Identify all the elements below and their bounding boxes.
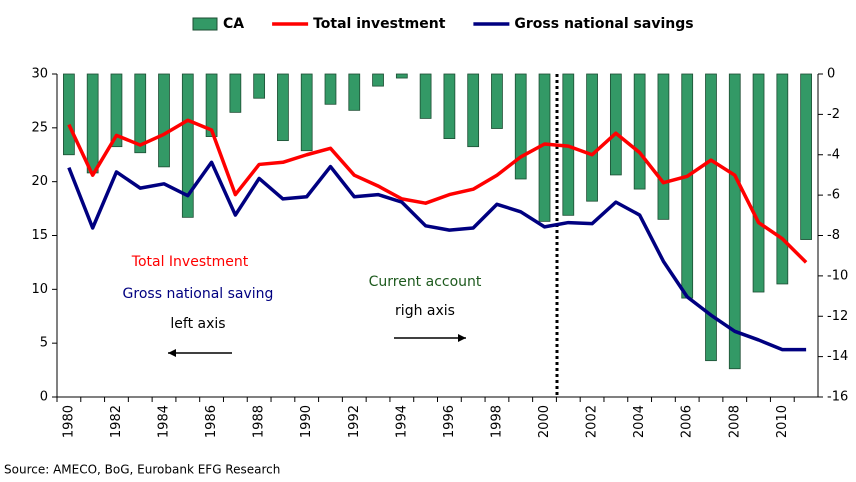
y-tick-label: 30 — [31, 67, 48, 82]
legend-label: Total investment — [313, 16, 446, 32]
y-tick-label: 0 — [40, 390, 48, 405]
x-tick-label: 1992 — [347, 405, 362, 438]
bar — [324, 73, 337, 105]
y2-tick-label: -14 — [827, 349, 848, 364]
bar — [514, 73, 527, 180]
x-tick-label: 1996 — [442, 405, 457, 438]
bar — [277, 73, 289, 142]
x-tick-label: 1990 — [299, 405, 314, 438]
y2-tick-label: -16 — [827, 390, 848, 405]
bar — [491, 73, 503, 129]
bar — [86, 73, 99, 174]
legend: CA Total investment Gross national savings — [192, 16, 694, 32]
bar — [348, 73, 361, 111]
bar — [181, 73, 194, 218]
y-tick-label: 15 — [31, 228, 48, 243]
bar — [158, 73, 170, 168]
bar — [63, 73, 75, 156]
arrow-head — [168, 349, 176, 357]
bar — [372, 73, 384, 87]
x-tick-label: 2004 — [632, 405, 647, 438]
bar — [110, 73, 123, 148]
line — [67, 118, 808, 264]
bar — [657, 73, 670, 220]
bar — [205, 73, 218, 137]
x-tick-label: 1988 — [252, 405, 267, 438]
bar — [586, 73, 598, 202]
y2-tick-label: -4 — [827, 147, 840, 162]
annotation: Current account — [369, 274, 482, 290]
annotation: left axis — [170, 316, 225, 332]
legend-label: Gross national savings — [514, 16, 693, 32]
legend-label: CA — [223, 16, 244, 32]
x-tick-label: 1994 — [394, 405, 409, 438]
y2-tick-label: -6 — [827, 188, 840, 203]
y2-tick-label: 0 — [827, 67, 835, 82]
bar — [776, 73, 789, 285]
x-tick-label: 2006 — [680, 405, 695, 438]
bar — [395, 73, 408, 79]
x-tick-label: 1986 — [204, 405, 219, 438]
bar — [609, 73, 622, 176]
bar — [419, 73, 432, 119]
y-tick-label: 20 — [31, 174, 48, 189]
x-tick-label: 2008 — [727, 405, 742, 438]
y2-tick-label: -2 — [827, 107, 840, 122]
y-tick-label: 5 — [40, 336, 48, 351]
bar — [633, 73, 646, 190]
bar — [300, 73, 313, 152]
arrow-head — [458, 334, 466, 342]
x-tick-label: 2002 — [585, 405, 600, 438]
annotation: Gross national saving — [123, 286, 274, 302]
y-tick-label: 10 — [31, 282, 48, 297]
y2-tick-label: -8 — [827, 228, 840, 243]
x-tick-label: 1980 — [61, 405, 76, 438]
y2-tick-label: -10 — [827, 268, 848, 283]
bar — [443, 73, 456, 139]
bar — [681, 73, 694, 299]
x-tick-label: 2010 — [775, 405, 790, 438]
bar — [467, 73, 480, 148]
x-tick-label: 1998 — [489, 405, 504, 438]
annotation: Total Investment — [131, 254, 249, 270]
annotation: righ axis — [395, 303, 455, 319]
bar — [229, 73, 242, 113]
y2-tick-label: -12 — [827, 309, 848, 324]
bar — [752, 73, 765, 293]
source: Source: AMECO, BoG, Eurobank EFG Researc… — [4, 463, 280, 477]
legend-swatch — [192, 17, 218, 31]
bar — [705, 73, 717, 362]
x-tick-label: 2000 — [537, 405, 552, 438]
bar — [134, 73, 147, 154]
bar — [800, 73, 812, 240]
bar — [728, 73, 741, 370]
line — [67, 160, 807, 352]
x-tick-label: 1982 — [109, 405, 124, 438]
y-tick-label: 25 — [31, 120, 48, 135]
x-tick-label: 1984 — [157, 405, 172, 438]
bar — [253, 73, 266, 99]
